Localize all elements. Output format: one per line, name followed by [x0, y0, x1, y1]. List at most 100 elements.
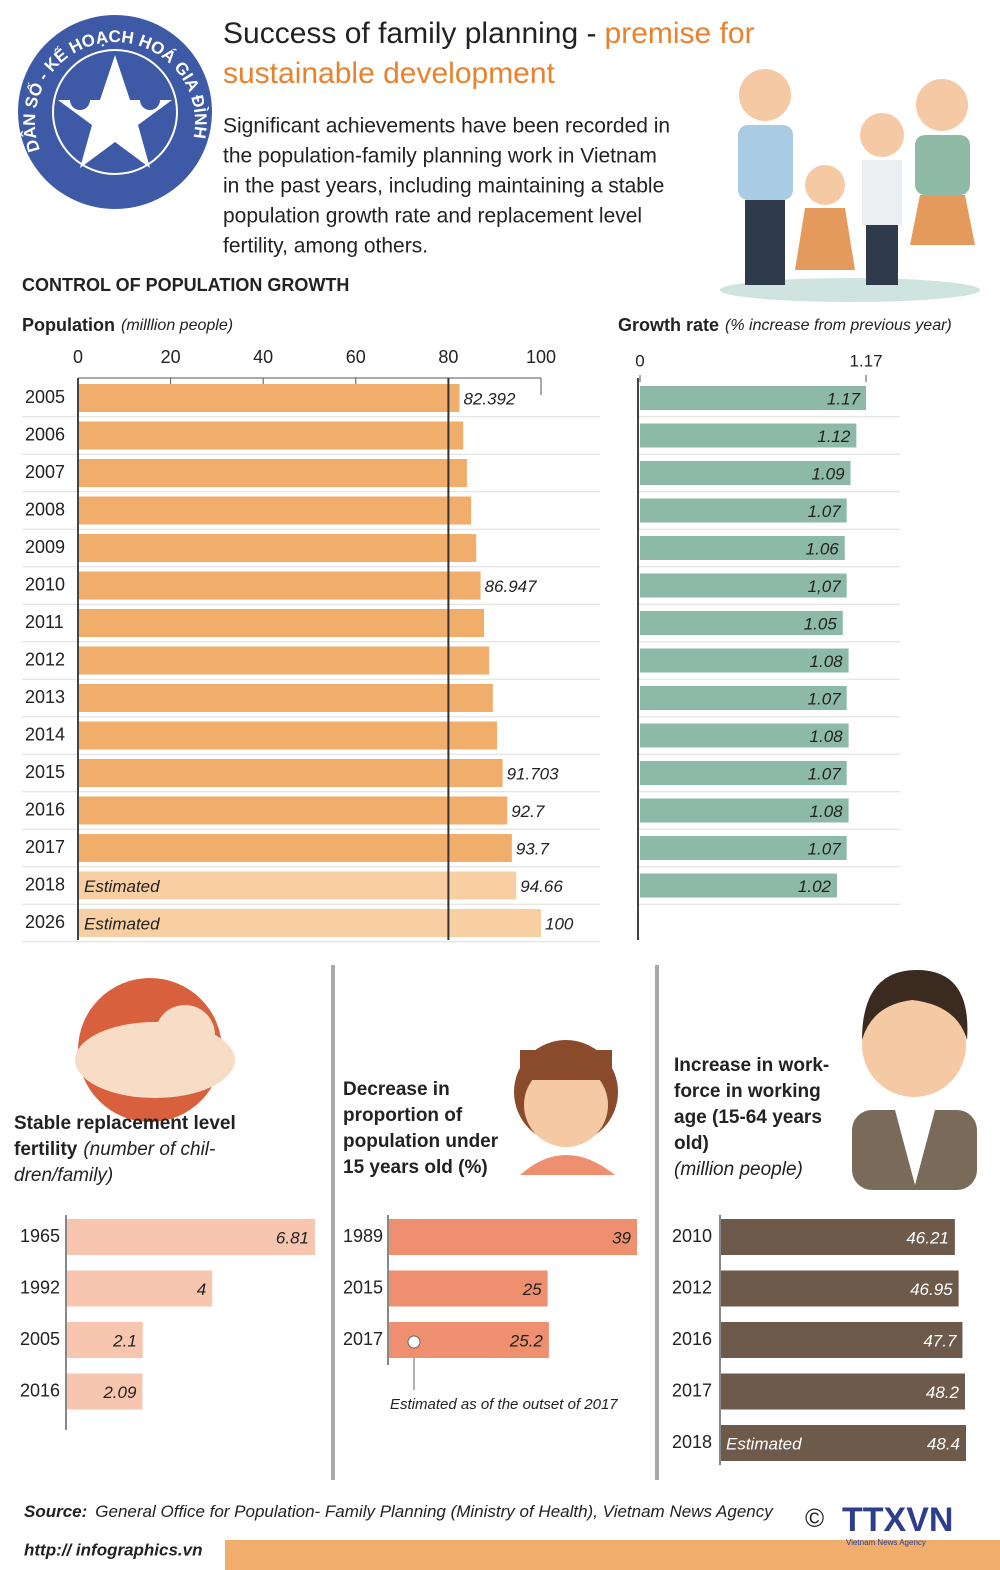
category-label: 2016	[20, 1380, 60, 1400]
bar	[78, 834, 512, 862]
category-label: 2018	[672, 1432, 712, 1452]
x-tick-label: 40	[253, 347, 273, 367]
category-label: 2012	[25, 649, 65, 669]
value-label: 48.2	[926, 1383, 960, 1402]
category-label: 1989	[343, 1226, 383, 1246]
url: http:// infographics.vn	[24, 1540, 203, 1559]
chart-title: Increase in work-	[674, 1055, 829, 1076]
category-label: 2026	[25, 912, 65, 932]
bar	[78, 459, 467, 487]
section-title: CONTROL OF POPULATION GROWTH	[22, 275, 349, 295]
category-label: 1965	[20, 1226, 60, 1246]
chart-title: Decrease in	[343, 1079, 450, 1100]
value-label: 25.2	[509, 1331, 544, 1350]
bar	[78, 534, 477, 562]
value-label: 2.1	[112, 1331, 137, 1350]
x-tick-label: 80	[438, 347, 458, 367]
bar	[640, 498, 847, 523]
annotation-marker	[407, 1335, 421, 1349]
category-label: 2011	[25, 612, 64, 632]
bar	[78, 759, 503, 787]
logo-dot	[70, 90, 90, 110]
category-label: 2007	[25, 462, 65, 482]
bangs	[520, 1050, 612, 1080]
value-label: 25	[522, 1280, 542, 1299]
axis-unit: (milllion people)	[121, 317, 233, 334]
category-label: 2016	[672, 1329, 712, 1349]
bar	[640, 386, 866, 410]
bar	[640, 723, 849, 748]
baby-illustration	[75, 978, 235, 1122]
bar	[388, 1270, 548, 1307]
hair	[862, 970, 968, 1040]
x-tick-label: 60	[346, 347, 366, 367]
bar	[78, 909, 541, 937]
bar	[78, 871, 517, 900]
face	[524, 1063, 608, 1147]
value-label: 1.05	[804, 614, 838, 633]
bar	[66, 1270, 213, 1307]
agency-logo: TTXVN	[842, 1501, 953, 1539]
value-label: 47.7	[923, 1331, 957, 1350]
category-label: 2018	[25, 874, 65, 894]
annotation: Estimated as of the outset of 2017	[390, 1396, 618, 1413]
bar	[78, 796, 508, 825]
chart-title: proportion of	[343, 1105, 463, 1126]
bar	[66, 1219, 315, 1255]
body	[915, 135, 970, 195]
body	[738, 125, 793, 200]
intro-line: the population-family planning work in V…	[223, 145, 657, 168]
bar	[640, 423, 857, 448]
bar	[78, 609, 485, 637]
bar	[720, 1373, 965, 1410]
bar	[78, 384, 460, 412]
intro-line: fertility, among others.	[223, 235, 428, 258]
category-label: 2015	[343, 1277, 383, 1297]
category-label: 2016	[25, 799, 65, 819]
bar-note: Estimated	[84, 877, 160, 896]
bar	[78, 684, 493, 712]
value-label: 1.08	[810, 727, 844, 746]
bar	[66, 1322, 143, 1358]
head	[805, 165, 845, 205]
category-label: 2017	[672, 1380, 712, 1400]
value-label: 100	[545, 914, 574, 933]
bar	[640, 573, 847, 598]
bar	[640, 611, 843, 635]
bar	[78, 421, 464, 450]
bar-note: Estimated	[84, 914, 160, 933]
category-label: 2008	[25, 499, 65, 519]
value-label: 1.07	[808, 764, 842, 783]
value-label: 1.07	[808, 839, 842, 858]
intro-line: in the past years, including maintaining…	[223, 175, 664, 198]
bar	[640, 686, 847, 710]
bar	[720, 1270, 959, 1307]
title-highlight: sustainable development	[223, 57, 556, 90]
value-label: 2.09	[102, 1383, 137, 1402]
head	[916, 79, 968, 131]
value-label: 48.4	[927, 1434, 960, 1453]
category-label: 2012	[672, 1277, 712, 1297]
value-label: 91.703	[507, 764, 560, 783]
body	[795, 208, 855, 270]
value-label: 1.12	[817, 427, 851, 446]
intro-line: Significant achievements have been recor…	[223, 115, 670, 138]
shirt	[895, 1110, 935, 1185]
copyright: ©	[805, 1503, 824, 1533]
category-label: 2017	[343, 1329, 383, 1349]
source-text: General Office for Population- Family Pl…	[95, 1502, 774, 1521]
title-main: Success of family planning -	[223, 17, 597, 50]
chart-subtitle: (million people)	[674, 1159, 803, 1180]
axis-label: Growth rate	[618, 315, 719, 335]
category-label: 2005	[25, 387, 65, 407]
chart-title: force in working	[674, 1081, 821, 1102]
value-label: 1.07	[808, 689, 842, 708]
x-tick-label: 20	[161, 347, 181, 367]
axis-unit: (% increase from previous year)	[725, 317, 952, 334]
value-label: 94.66	[520, 877, 563, 896]
value-label: 82.392	[463, 389, 516, 408]
category-label: 2010	[25, 574, 65, 594]
value-label: 6.81	[276, 1228, 309, 1247]
face	[862, 993, 966, 1097]
